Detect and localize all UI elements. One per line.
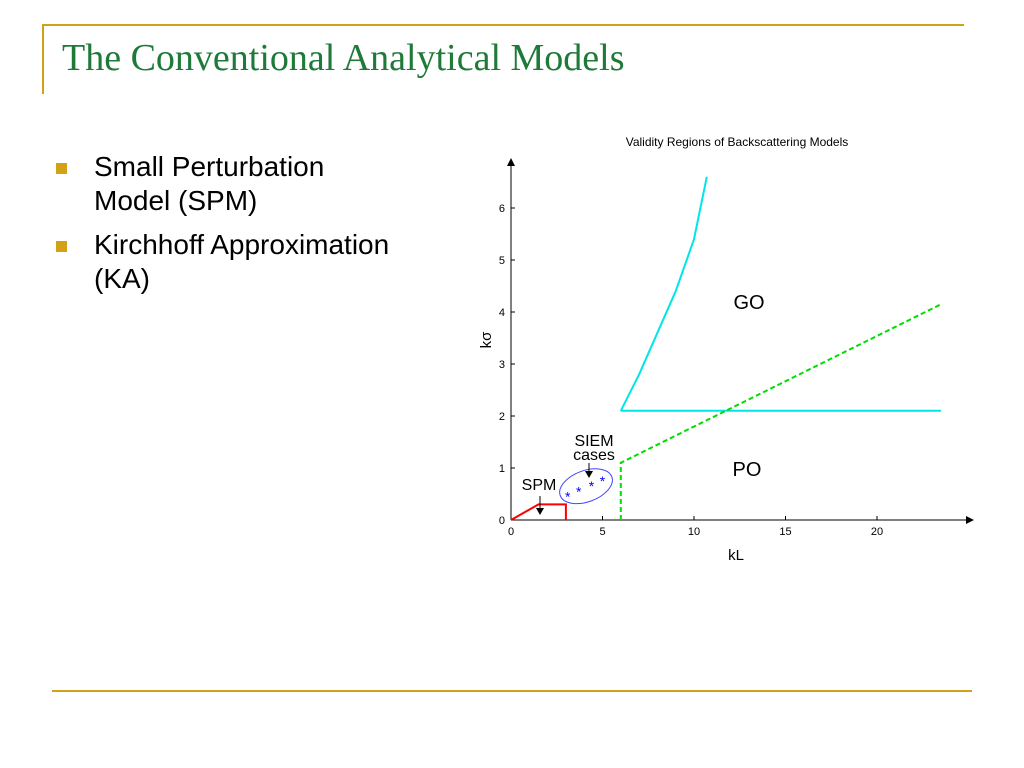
series-line-1 — [510, 503, 567, 521]
bullet-ka-line2: (KA) — [94, 263, 150, 294]
annotation-spm: SPM — [522, 477, 557, 494]
chart-title: Validity Regions of Backscattering Model… — [626, 135, 849, 149]
bullet-square-icon — [56, 163, 67, 174]
region-label-po: PO — [733, 459, 762, 481]
siem-cases-ellipse — [559, 468, 613, 505]
x-axis-arrowhead — [966, 516, 974, 524]
siem-point-marker: * — [600, 473, 606, 489]
series-line-4 — [619, 303, 942, 520]
x-tick-label: 10 — [688, 526, 700, 538]
slide-title: The Conventional Analytical Models — [62, 37, 625, 79]
validity-regions-chart: Validity Regions of Backscattering Model… — [478, 135, 974, 564]
y-axis-label: kσ — [478, 331, 495, 349]
y-tick-label: 6 — [499, 203, 505, 215]
top-rule — [42, 24, 964, 26]
spm-arrow-head — [536, 508, 544, 515]
y-tick-label: 5 — [499, 255, 505, 267]
left-rule — [42, 24, 44, 94]
region-label-go: GO — [733, 292, 764, 314]
y-tick-label: 4 — [499, 307, 505, 319]
bullet-spm: Small Perturbation Model (SPM) — [56, 150, 466, 218]
x-tick-label: 0 — [508, 526, 514, 538]
bullet-ka-line1: Kirchhoff Approximation — [94, 229, 390, 260]
annotation-siem-line1: SIEM — [574, 433, 613, 450]
y-tick-label: 0 — [499, 515, 505, 527]
y-tick-label: 3 — [499, 359, 505, 371]
bullet-ka: Kirchhoff Approximation (KA) — [56, 228, 466, 296]
series-line-2 — [619, 176, 708, 412]
y-tick-label: 1 — [499, 463, 505, 475]
bullet-spm-line1: Small Perturbation — [94, 151, 325, 182]
siem-point-marker: * — [565, 489, 571, 505]
x-tick-label: 15 — [779, 526, 791, 538]
y-axis-arrowhead — [507, 158, 515, 166]
siem-point-marker: * — [576, 483, 582, 499]
bullet-spm-line2: Model (SPM) — [94, 185, 258, 216]
siem-arrow-head — [585, 471, 593, 478]
x-tick-label: 5 — [599, 526, 605, 538]
annotation-siem-line2: cases — [573, 447, 615, 464]
bullet-list: Small Perturbation Model (SPM) Kirchhoff… — [56, 150, 466, 306]
bottom-rule — [52, 690, 972, 692]
bullet-square-icon — [56, 241, 67, 252]
siem-point-marker: * — [589, 478, 595, 494]
x-tick-label: 20 — [871, 526, 883, 538]
x-axis-label: kL — [728, 547, 744, 564]
y-tick-label: 2 — [499, 411, 505, 423]
